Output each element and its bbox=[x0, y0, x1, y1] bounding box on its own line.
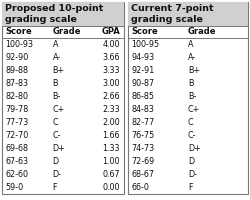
Text: D+: D+ bbox=[53, 144, 66, 153]
Text: Grade: Grade bbox=[188, 27, 216, 36]
Text: 100-95: 100-95 bbox=[131, 40, 159, 49]
Text: C-: C- bbox=[188, 131, 196, 140]
Text: Grade: Grade bbox=[53, 27, 81, 36]
Text: 82-77: 82-77 bbox=[131, 118, 154, 127]
Text: A: A bbox=[188, 40, 194, 49]
Text: A-: A- bbox=[188, 53, 196, 62]
Text: 68-67: 68-67 bbox=[131, 170, 154, 179]
Text: Score: Score bbox=[5, 27, 32, 36]
Text: B: B bbox=[188, 79, 194, 88]
Text: 100-93: 100-93 bbox=[5, 40, 33, 49]
Text: B+: B+ bbox=[53, 66, 65, 75]
Text: 1.33: 1.33 bbox=[102, 144, 120, 153]
Text: 82-80: 82-80 bbox=[5, 92, 28, 101]
Text: 86-85: 86-85 bbox=[131, 92, 154, 101]
Text: B+: B+ bbox=[188, 66, 200, 75]
Text: Proposed 10-point
grading scale: Proposed 10-point grading scale bbox=[5, 4, 103, 24]
Text: C-: C- bbox=[53, 131, 61, 140]
Text: 59-0: 59-0 bbox=[5, 183, 23, 192]
Text: 2.00: 2.00 bbox=[102, 118, 120, 127]
Text: C+: C+ bbox=[53, 105, 65, 114]
Text: 90-87: 90-87 bbox=[131, 79, 154, 88]
Text: 1.66: 1.66 bbox=[102, 131, 120, 140]
Text: C: C bbox=[53, 118, 58, 127]
Text: 84-83: 84-83 bbox=[131, 105, 154, 114]
Text: 3.00: 3.00 bbox=[102, 79, 120, 88]
Text: D: D bbox=[53, 157, 59, 166]
Text: 87-83: 87-83 bbox=[5, 79, 28, 88]
Text: 0.00: 0.00 bbox=[102, 183, 120, 192]
Text: 77-73: 77-73 bbox=[5, 118, 28, 127]
Text: 72-70: 72-70 bbox=[5, 131, 28, 140]
Text: Score: Score bbox=[131, 27, 158, 36]
Text: 3.66: 3.66 bbox=[102, 53, 120, 62]
Text: 92-90: 92-90 bbox=[5, 53, 28, 62]
Text: D-: D- bbox=[53, 170, 62, 179]
Text: C+: C+ bbox=[188, 105, 200, 114]
Text: 0.67: 0.67 bbox=[102, 170, 120, 179]
Text: F: F bbox=[188, 183, 192, 192]
Text: 66-0: 66-0 bbox=[131, 183, 149, 192]
Text: D: D bbox=[188, 157, 194, 166]
Text: 76-75: 76-75 bbox=[131, 131, 154, 140]
Text: Current 7-point
grading scale: Current 7-point grading scale bbox=[131, 4, 214, 24]
Text: 94-93: 94-93 bbox=[131, 53, 154, 62]
Text: GPA: GPA bbox=[101, 27, 120, 36]
Text: B-: B- bbox=[53, 92, 61, 101]
Bar bbox=[128, 2, 248, 26]
Text: B: B bbox=[53, 79, 58, 88]
Bar bbox=[2, 2, 124, 194]
Text: A-: A- bbox=[53, 53, 61, 62]
Text: 62-60: 62-60 bbox=[5, 170, 28, 179]
Text: 89-88: 89-88 bbox=[5, 66, 28, 75]
Text: 4.00: 4.00 bbox=[102, 40, 120, 49]
Text: 67-63: 67-63 bbox=[5, 157, 28, 166]
Text: 1.00: 1.00 bbox=[102, 157, 120, 166]
Text: 74-73: 74-73 bbox=[131, 144, 154, 153]
Text: D+: D+ bbox=[188, 144, 201, 153]
Bar bbox=[2, 2, 124, 26]
Text: C: C bbox=[188, 118, 194, 127]
Text: 92-91: 92-91 bbox=[131, 66, 154, 75]
Text: 69-68: 69-68 bbox=[5, 144, 28, 153]
Text: 3.33: 3.33 bbox=[102, 66, 120, 75]
Text: B-: B- bbox=[188, 92, 196, 101]
Text: 2.33: 2.33 bbox=[102, 105, 120, 114]
Bar bbox=[128, 2, 248, 194]
Text: A: A bbox=[53, 40, 58, 49]
Text: D-: D- bbox=[188, 170, 197, 179]
Text: 72-69: 72-69 bbox=[131, 157, 154, 166]
Text: 2.66: 2.66 bbox=[102, 92, 120, 101]
Text: F: F bbox=[53, 183, 57, 192]
Text: 79-78: 79-78 bbox=[5, 105, 28, 114]
